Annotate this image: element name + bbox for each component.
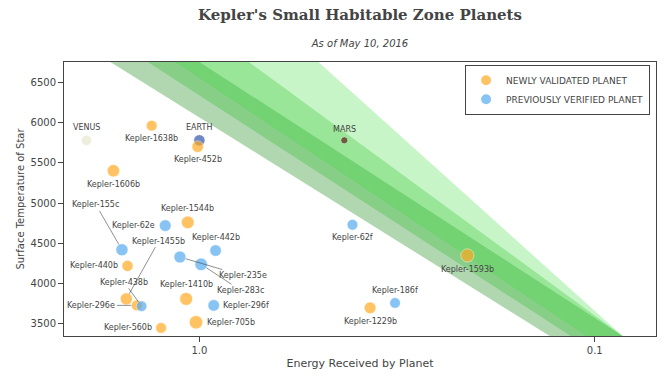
svg-text:As of May 10, 2016: As of May 10, 2016 — [311, 38, 408, 49]
svg-text:Kepler-296f: Kepler-296f — [223, 301, 269, 310]
svg-text:Kepler-62e: Kepler-62e — [112, 221, 155, 230]
svg-text:Energy Received by Planet: Energy Received by Planet — [286, 357, 434, 370]
svg-text:3500: 3500 — [31, 318, 56, 329]
svg-text:NEWLY VALIDATED PLANET: NEWLY VALIDATED PLANET — [506, 76, 627, 86]
svg-text:Kepler-62f: Kepler-62f — [332, 233, 373, 242]
svg-text:Kepler-1455b: Kepler-1455b — [132, 237, 185, 246]
svg-text:Kepler-705b: Kepler-705b — [207, 318, 255, 327]
svg-text:Kepler's Small Habitable Zone: Kepler's Small Habitable Zone Planets — [198, 6, 522, 24]
svg-text:Kepler-438b: Kepler-438b — [100, 278, 148, 287]
svg-text:Kepler-1544b: Kepler-1544b — [161, 204, 214, 213]
svg-text:5500: 5500 — [31, 157, 56, 168]
svg-text:6500: 6500 — [31, 77, 56, 88]
svg-text:PREVIOUSLY VERIFIED PLANET: PREVIOUSLY VERIFIED PLANET — [506, 95, 643, 105]
svg-text:Kepler-1229b: Kepler-1229b — [344, 317, 397, 326]
svg-text:Kepler-440b: Kepler-440b — [70, 261, 118, 270]
svg-text:MARS: MARS — [333, 125, 356, 134]
svg-text:0.1: 0.1 — [587, 345, 603, 356]
svg-text:Kepler-155c: Kepler-155c — [72, 200, 119, 209]
svg-text:EARTH: EARTH — [186, 123, 212, 132]
svg-text:Kepler-283c: Kepler-283c — [217, 286, 264, 295]
svg-text:Kepler-235e: Kepler-235e — [219, 271, 267, 280]
svg-text:Surface Temperature of Star: Surface Temperature of Star — [15, 128, 26, 270]
svg-text:Kepler-1638b: Kepler-1638b — [125, 134, 178, 143]
svg-text:Kepler-442b: Kepler-442b — [192, 233, 240, 242]
svg-text:Kepler-452b: Kepler-452b — [174, 155, 222, 164]
svg-text:4000: 4000 — [31, 278, 56, 289]
svg-text:4500: 4500 — [31, 238, 56, 249]
svg-text:1.0: 1.0 — [191, 345, 207, 356]
svg-text:5000: 5000 — [31, 198, 56, 209]
svg-text:Kepler-1606b: Kepler-1606b — [87, 180, 140, 189]
svg-text:VENUS: VENUS — [73, 123, 100, 132]
svg-text:Kepler-186f: Kepler-186f — [372, 286, 418, 295]
svg-text:Kepler-296e: Kepler-296e — [67, 301, 115, 310]
svg-text:Kepler-1593b: Kepler-1593b — [441, 265, 494, 274]
svg-text:6000: 6000 — [31, 117, 56, 128]
svg-text:Kepler-1410b: Kepler-1410b — [160, 280, 213, 289]
svg-text:Kepler-560b: Kepler-560b — [104, 323, 152, 332]
